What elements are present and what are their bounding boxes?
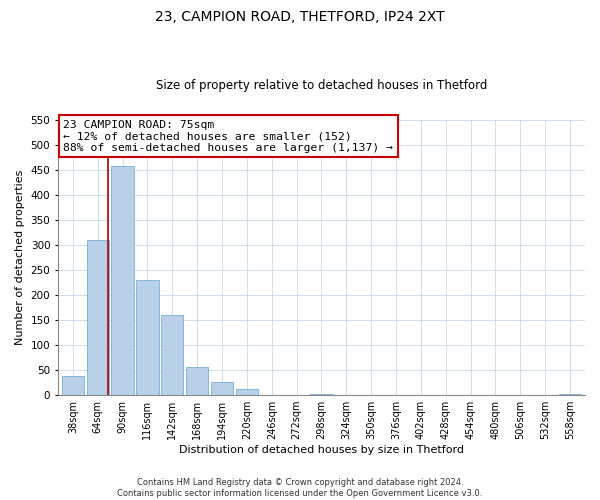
Bar: [136, 280, 158, 395]
Y-axis label: Number of detached properties: Number of detached properties: [15, 170, 25, 345]
Bar: [186, 366, 208, 395]
Bar: [236, 389, 258, 395]
Bar: [112, 166, 134, 395]
Bar: [559, 394, 581, 395]
Bar: [211, 382, 233, 395]
Text: 23, CAMPION ROAD, THETFORD, IP24 2XT: 23, CAMPION ROAD, THETFORD, IP24 2XT: [155, 10, 445, 24]
Bar: [86, 240, 109, 395]
Bar: [335, 394, 358, 395]
X-axis label: Distribution of detached houses by size in Thetford: Distribution of detached houses by size …: [179, 445, 464, 455]
Title: Size of property relative to detached houses in Thetford: Size of property relative to detached ho…: [156, 79, 487, 92]
Bar: [161, 315, 184, 395]
Bar: [310, 394, 332, 395]
Text: Contains HM Land Registry data © Crown copyright and database right 2024.
Contai: Contains HM Land Registry data © Crown c…: [118, 478, 482, 498]
Bar: [62, 376, 84, 395]
Text: 23 CAMPION ROAD: 75sqm
← 12% of detached houses are smaller (152)
88% of semi-de: 23 CAMPION ROAD: 75sqm ← 12% of detached…: [63, 120, 393, 153]
